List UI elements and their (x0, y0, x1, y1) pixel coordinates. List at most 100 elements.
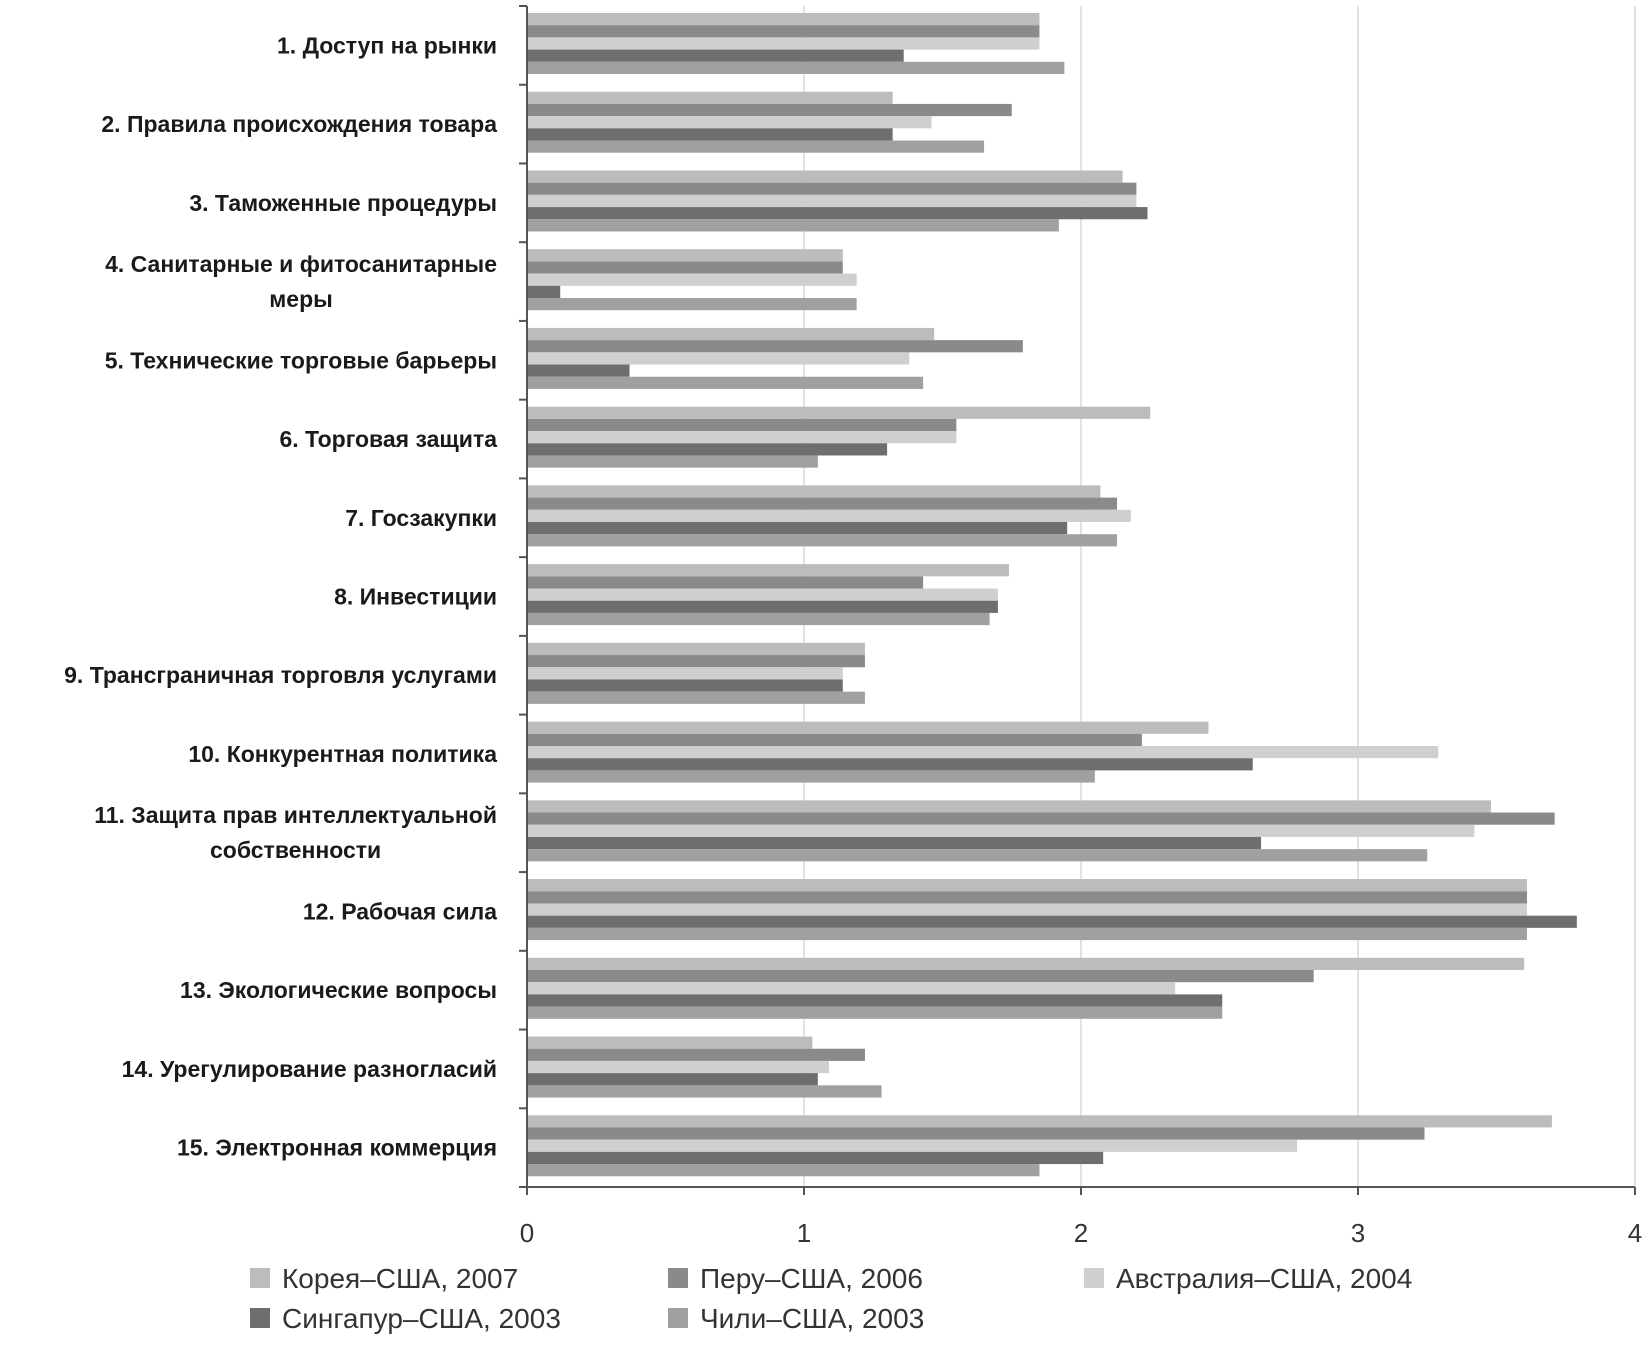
bar-1-series-3 (527, 37, 1040, 50)
bar-11-series-3 (527, 824, 1475, 837)
bar-7-series-2 (527, 497, 1118, 510)
category-label-3: 3. Таможенные процедуры (189, 190, 497, 216)
legend-swatch (668, 1308, 688, 1328)
bar-11-series-1 (527, 800, 1491, 813)
x-tick-label-2: 2 (1074, 1218, 1088, 1248)
x-tick-labels: 0 1 2 3 4 (520, 1218, 1642, 1248)
category-label-14: 14. Урегулирование разногласий (122, 1056, 497, 1082)
legend-label: Австралия–США, 2004 (1116, 1263, 1412, 1294)
bar-3-series-3 (527, 194, 1137, 208)
bar-2-series-3 (527, 116, 932, 129)
category-label-7: 7. Госзакупки (345, 505, 497, 531)
bar-4-series-2 (527, 261, 843, 274)
bar-9-series-2 (527, 655, 865, 668)
legend-swatch (1084, 1268, 1104, 1288)
bar-14-series-1 (527, 1036, 813, 1049)
category-label-11: 11. Защита прав интеллектуальной собствен… (94, 802, 497, 863)
category-label-1: 1. Доступ на рынки (277, 32, 497, 58)
bar-14-series-5 (527, 1085, 882, 1098)
bar-5-series-2 (527, 340, 1023, 353)
x-tick-label-3: 3 (1351, 1218, 1365, 1248)
bar-15-series-2 (527, 1127, 1425, 1140)
bar-13-series-4 (527, 994, 1223, 1007)
bar-11-series-5 (527, 849, 1428, 862)
category-label-6: 6. Торговая защита (279, 426, 497, 452)
category-label-2: 2. Правила происхождения товара (101, 111, 497, 137)
bar-10-series-3 (527, 746, 1439, 759)
bar-8-series-2 (527, 576, 924, 589)
bar-8-series-5 (527, 612, 990, 626)
bar-4-series-3 (527, 273, 857, 286)
legend-item-5: Чили–США, 2003 (668, 1303, 924, 1334)
bar-6-series-3 (527, 431, 957, 444)
bar-8-series-3 (527, 588, 998, 601)
legend-swatch (250, 1308, 270, 1328)
bar-3-series-2 (527, 182, 1137, 195)
bar-9-series-4 (527, 679, 843, 692)
bar-5-series-3 (527, 352, 910, 365)
bar-4-series-4 (527, 285, 561, 298)
bar-3-series-4 (527, 207, 1148, 220)
legend-item-1: Корея–США, 2007 (250, 1263, 518, 1294)
bar-10-series-1 (527, 721, 1209, 734)
bar-13-series-1 (527, 957, 1525, 970)
bar-12-series-5 (527, 927, 1527, 941)
bar-9-series-3 (527, 667, 843, 680)
legend-label: Чили–США, 2003 (700, 1303, 924, 1334)
bar-1-series-2 (527, 25, 1040, 38)
bar-3-series-5 (527, 219, 1059, 232)
category-label-15: 15. Электронная коммерция (177, 1135, 497, 1161)
bar-13-series-3 (527, 982, 1176, 995)
category-label-4: 4. Санитарные и фитосанитарные меры (105, 251, 497, 312)
bar-1-series-1 (527, 13, 1040, 26)
legend: Корея–США, 2007 Перу–США, 2006 Австралия–С… (250, 1263, 1412, 1334)
category-label-12: 12. Рабочая сила (303, 898, 497, 924)
bar-13-series-2 (527, 970, 1314, 983)
bar-2-series-4 (527, 128, 893, 141)
category-label-10: 10. Конкурентная политика (188, 741, 497, 767)
bar-11-series-4 (527, 836, 1262, 850)
bar-10-series-4 (527, 758, 1253, 771)
category-labels: 1. Доступ на рынки 2. Правила происхожден… (64, 32, 497, 1160)
bar-1-series-5 (527, 61, 1065, 74)
bar-4-series-1 (527, 249, 843, 262)
axes (519, 5, 1636, 1195)
bar-7-series-1 (527, 485, 1101, 498)
bar-13-series-5 (527, 1006, 1223, 1019)
bar-9-series-1 (527, 642, 865, 656)
legend-swatch (250, 1268, 270, 1288)
category-label-9: 9. Трансграничная торговля услугами (64, 662, 497, 688)
bar-5-series-4 (527, 364, 630, 377)
bar-8-series-1 (527, 564, 1009, 577)
bar-6-series-4 (527, 443, 888, 456)
x-tick-label-0: 0 (520, 1218, 534, 1248)
legend-label: Перу–США, 2006 (700, 1263, 923, 1294)
category-label-8: 8. Инвестиции (334, 584, 497, 610)
bar-14-series-4 (527, 1073, 818, 1086)
bar-12-series-1 (527, 879, 1527, 892)
x-tick-label-4: 4 (1628, 1218, 1642, 1248)
legend-swatch (668, 1268, 688, 1288)
bar-14-series-2 (527, 1048, 865, 1061)
bar-6-series-1 (527, 406, 1151, 419)
bar-2-series-5 (527, 140, 985, 153)
bar-15-series-1 (527, 1115, 1552, 1128)
bar-7-series-5 (527, 534, 1118, 547)
bar-9-series-5 (527, 691, 865, 704)
bar-8-series-4 (527, 600, 998, 613)
bar-15-series-3 (527, 1139, 1298, 1152)
bar-15-series-5 (527, 1164, 1040, 1177)
bar-10-series-5 (527, 770, 1095, 783)
legend-label: Сингапур–США, 2003 (282, 1303, 561, 1334)
bar-10-series-2 (527, 733, 1142, 746)
bar-5-series-1 (527, 327, 935, 341)
bar-12-series-3 (527, 903, 1527, 916)
bar-3-series-1 (527, 170, 1123, 183)
bars (527, 13, 1577, 1177)
bar-6-series-5 (527, 455, 818, 468)
bar-7-series-3 (527, 509, 1131, 522)
legend-item-2: Перу–США, 2006 (668, 1263, 923, 1294)
legend-item-3: Австралия–США, 2004 (1084, 1263, 1412, 1294)
